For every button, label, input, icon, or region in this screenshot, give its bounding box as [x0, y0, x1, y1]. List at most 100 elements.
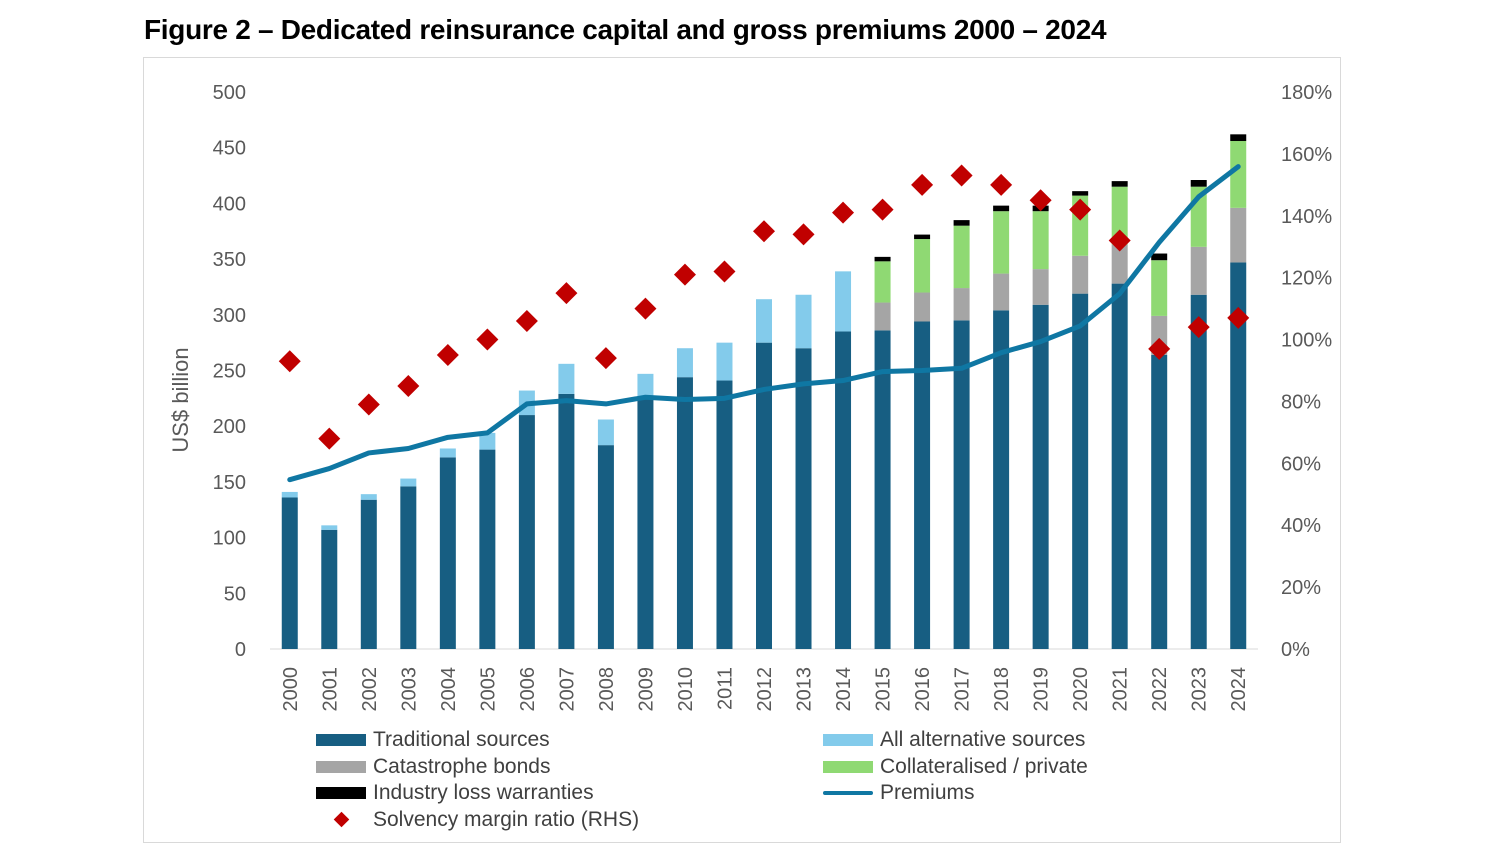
bar-catastrophe-bonds [874, 302, 891, 331]
x-tick-label: 2008 [596, 667, 618, 712]
bar-traditional-sources [400, 486, 417, 649]
y2-tick-label: 160% [1281, 144, 1332, 166]
bar-industry-loss-warranties [993, 205, 1010, 212]
x-tick-label: 2003 [398, 667, 420, 712]
x-tick-label: 2016 [912, 667, 934, 712]
x-tick-label: 2020 [1070, 667, 1092, 712]
x-tick-label: 2014 [833, 667, 855, 712]
x-tick-label: 2021 [1110, 667, 1132, 712]
bar-industry-loss-warranties [953, 220, 970, 226]
y-tick-label: 200 [213, 416, 246, 438]
y-tick-label: 0 [235, 639, 246, 661]
x-tick-label: 2019 [1031, 667, 1053, 712]
bar-all-alternative-sources [479, 432, 496, 450]
bar-industry-loss-warranties [1190, 180, 1207, 187]
solvency-marker [555, 282, 578, 305]
y-tick-label: 100 [213, 528, 246, 550]
diamond-icon [316, 807, 366, 833]
x-tick-label: 2015 [873, 667, 895, 712]
bar-traditional-sources [637, 399, 654, 649]
x-tick-label: 2022 [1149, 667, 1171, 712]
x-tick-label: 2018 [991, 667, 1013, 712]
solvency-marker [397, 374, 420, 397]
bar-collateralised-private [1111, 186, 1128, 245]
bar-traditional-sources [518, 415, 535, 649]
y2-tick-label: 40% [1281, 515, 1321, 537]
bar-industry-loss-warranties [1072, 191, 1089, 196]
solvency-marker [1148, 337, 1171, 360]
legend-item: Collateralised / private [823, 754, 1088, 780]
bar-traditional-sources [321, 529, 338, 649]
bar-traditional-sources [795, 348, 812, 649]
solvency-marker [436, 344, 459, 367]
legend-swatch [823, 734, 873, 746]
bar-collateralised-private [914, 239, 931, 293]
x-tick-label: 2001 [319, 667, 341, 712]
solvency-marker [634, 297, 657, 320]
bar-traditional-sources [716, 380, 733, 649]
bar-traditional-sources [874, 330, 891, 649]
solvency-marker [1187, 316, 1210, 339]
bar-all-alternative-sources [756, 299, 772, 343]
y2-tick-label: 100% [1281, 330, 1332, 352]
solvency-marker [1108, 229, 1131, 252]
legend-item: Catastrophe bonds [316, 754, 550, 780]
solvency-marker [713, 260, 736, 283]
bar-industry-loss-warranties [1230, 134, 1247, 142]
legend-label: Catastrophe bonds [373, 755, 551, 778]
legend-label: Industry loss warranties [373, 781, 594, 804]
solvency-marker [1227, 306, 1250, 329]
solvency-marker [990, 173, 1013, 196]
x-tick-label: 2002 [359, 667, 381, 712]
solvency-marker [673, 263, 696, 286]
x-tick-label: 2011 [714, 667, 736, 710]
solvency-marker [476, 328, 499, 351]
bar-all-alternative-sources [597, 419, 614, 446]
x-tick-label: 2012 [754, 667, 776, 712]
legend-item: Premiums [823, 780, 975, 806]
bar-traditional-sources [1072, 293, 1089, 649]
bar-traditional-sources [676, 377, 693, 649]
bar-industry-loss-warranties [1111, 181, 1128, 187]
y2-tick-label: 180% [1281, 82, 1332, 104]
y-tick-label: 450 [213, 138, 246, 160]
x-tick-label: 2023 [1189, 667, 1211, 712]
bar-industry-loss-warranties [914, 234, 931, 240]
y2-tick-label: 60% [1281, 453, 1321, 475]
legend-label: Solvency margin ratio (RHS) [373, 808, 640, 831]
legend-swatch [823, 761, 873, 773]
y-axis-label: US$ billion [168, 347, 193, 452]
x-tick-label: 2005 [477, 667, 499, 712]
bar-all-alternative-sources [281, 491, 298, 498]
bar-traditional-sources [479, 449, 496, 649]
bar-catastrophe-bonds [993, 273, 1010, 311]
x-tick-label: 2013 [794, 667, 816, 712]
solvency-marker [1069, 198, 1092, 221]
bar-catastrophe-bonds [1072, 255, 1089, 294]
y-tick-label: 150 [213, 472, 246, 494]
solvency-marker [792, 223, 815, 246]
bar-traditional-sources [1032, 304, 1049, 649]
bar-all-alternative-sources [439, 448, 456, 458]
solvency-marker [318, 427, 341, 450]
x-tick-label: 2006 [517, 667, 539, 712]
bar-traditional-sources [993, 310, 1010, 649]
solvency-marker [871, 198, 894, 221]
y-tick-label: 350 [213, 249, 246, 271]
bar-collateralised-private [993, 211, 1010, 274]
solvency-marker [753, 220, 775, 243]
y-tick-label: 250 [213, 361, 246, 383]
bar-all-alternative-sources [716, 342, 733, 381]
y2-tick-label: 140% [1281, 206, 1332, 228]
bar-all-alternative-sources [321, 525, 338, 530]
x-tick-label: 2000 [280, 667, 302, 712]
bar-traditional-sources [1230, 262, 1247, 649]
legend-line-swatch [823, 791, 873, 795]
bar-collateralised-private [1230, 141, 1247, 208]
bar-all-alternative-sources [360, 494, 377, 500]
bar-traditional-sources [439, 457, 456, 649]
legend-label: Premiums [880, 781, 975, 804]
y2-tick-label: 120% [1281, 268, 1332, 290]
legend-swatch [316, 761, 366, 773]
premiums-line [287, 164, 1241, 483]
